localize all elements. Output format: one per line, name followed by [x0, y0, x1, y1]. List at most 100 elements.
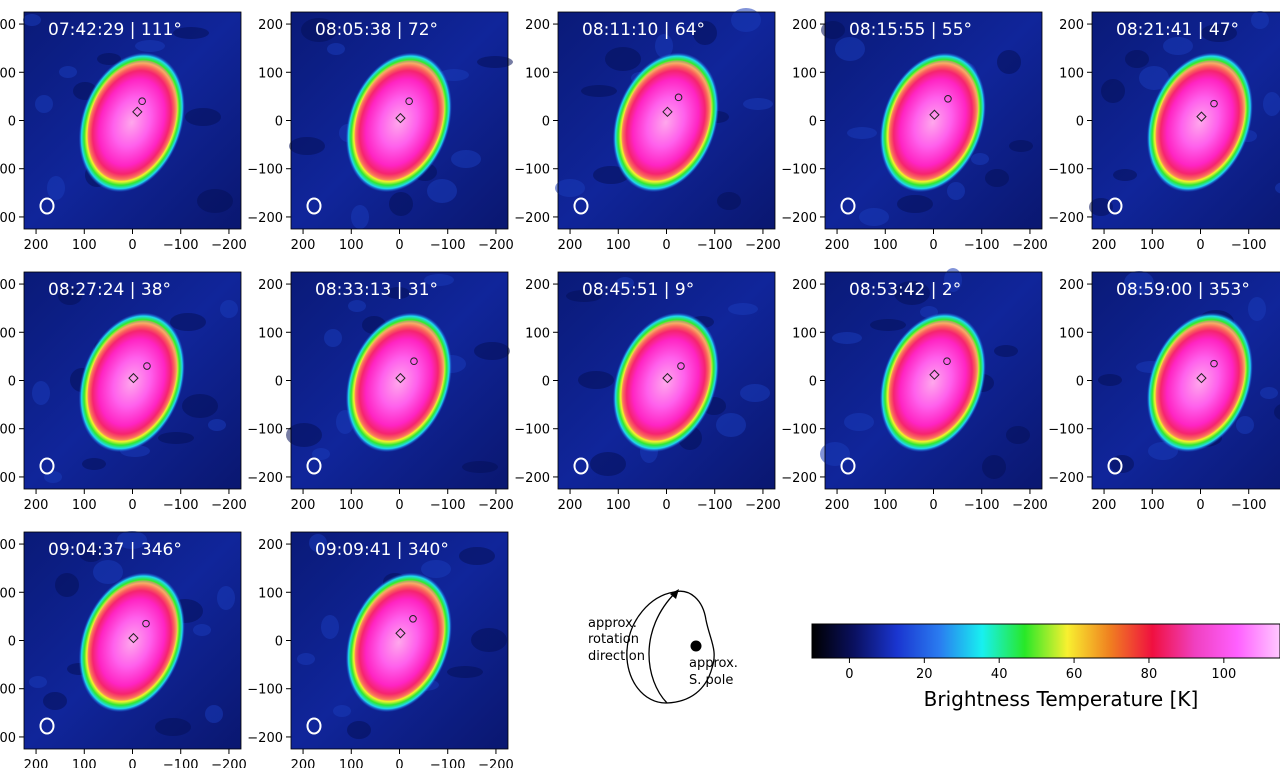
colorbar-tick-label: 100 [1211, 667, 1236, 682]
emission-core [354, 320, 445, 441]
y-tick-label: −200 [247, 731, 283, 746]
rotation-label-1: approx. [588, 616, 637, 631]
noise-patch [832, 332, 862, 344]
noise-patch [427, 179, 457, 203]
beam-ellipse [39, 197, 55, 215]
y-tick-label: −200 [514, 471, 550, 486]
x-tick-label: 200 [24, 498, 49, 513]
noise-patch [217, 586, 235, 610]
noise-patch [23, 14, 41, 26]
noise-patch [170, 313, 206, 331]
x-tick-label: 0 [395, 238, 403, 253]
y-tick-label: 200 [258, 18, 283, 33]
colorbar-gradient [811, 623, 1280, 659]
emission-core [87, 580, 178, 701]
diamond-marker [132, 106, 143, 118]
y-tick-label: 200 [1059, 278, 1084, 293]
y-tick-label: −200 [514, 211, 550, 226]
noise-patch [655, 34, 673, 58]
noise-patch [312, 448, 330, 460]
y-tick-label: −200 [247, 471, 283, 486]
x-tick-label: 100 [873, 498, 898, 513]
y-tick-label: −100 [514, 163, 550, 178]
noise-patch [693, 21, 717, 45]
noise-patch [93, 560, 123, 584]
emission-halo [345, 52, 452, 193]
emission-core [888, 320, 979, 441]
beam-ellipse [306, 197, 322, 215]
circle-marker [1210, 359, 1218, 368]
y-tick-label: −200 [1048, 211, 1084, 226]
y-tick-label: 100 [258, 66, 283, 81]
noise-patch [1201, 24, 1237, 42]
y-tick-label: 200 [258, 538, 283, 553]
noise-patch [82, 458, 106, 470]
noise-patch [590, 452, 626, 476]
y-tick-label: −100 [0, 683, 16, 698]
noise-patch [1113, 169, 1137, 181]
noise-patch [348, 300, 366, 312]
panel: 08:45:51 | 9°200 100 0 −100 −2002001000−100−… [514, 271, 781, 513]
noise-patch [1275, 182, 1280, 194]
pole-label-1: approx. [689, 656, 738, 671]
noise-patch [297, 653, 315, 665]
y-tick-label: 200 [525, 18, 550, 33]
circle-marker [944, 95, 952, 103]
emission-halo [612, 52, 719, 193]
noise-patch [1125, 50, 1149, 68]
colorbar-tick-label: 20 [916, 667, 933, 682]
emission-core [354, 580, 445, 701]
noise-patch [205, 705, 223, 723]
noise-patch [1251, 11, 1269, 29]
colorbar: 0 20 40 60 80 100 Brightness Temperature [K] [811, 623, 1280, 711]
noise-patch [982, 455, 1006, 479]
rotation-inset: approx. rotation direction approx. S. po… [588, 589, 738, 704]
panel-label: 09:09:41 | 340° [315, 540, 449, 560]
x-tick-label: −200 [211, 498, 247, 513]
y-tick-label: 200 [1059, 18, 1084, 33]
panel-label: 08:21:41 | 47° [1116, 20, 1239, 40]
noise-patch [844, 413, 874, 431]
panel-grid: 07:42:29 | 111°2001000−100−2002001000−10… [0, 8, 1280, 772]
noise-patch [424, 274, 454, 286]
panel-label: 08:59:00 | 353° [1116, 280, 1250, 300]
noise-patch [870, 319, 906, 331]
circle-marker [142, 619, 150, 628]
x-tick-label: 0 [662, 498, 670, 513]
emission-core [87, 320, 178, 441]
noise-patch [1236, 416, 1254, 434]
noise-patch [1139, 66, 1169, 90]
rotation-arc [648, 591, 677, 704]
noise-patch [185, 108, 221, 126]
noise-patch [301, 18, 337, 42]
diamond-marker [1196, 372, 1207, 384]
panel-label: 08:05:38 | 72° [315, 20, 438, 40]
noise-patch [173, 27, 209, 39]
y-tick-label: −200 [0, 471, 16, 486]
noise-patch [286, 423, 322, 447]
emission-core [1155, 320, 1246, 441]
emission-blob [345, 312, 452, 453]
y-tick-label: 100 [258, 326, 283, 341]
panel: 09:09:41 | 340° 200 100 0 −100 −200 200 100 0 −10… [247, 531, 514, 772]
circle-marker [405, 97, 413, 106]
noise-patch [439, 69, 469, 81]
colorbar-tick-label: 0 [845, 667, 853, 682]
y-tick-label: 0 [8, 375, 16, 390]
diamond-marker [929, 109, 940, 120]
noise-patch [462, 461, 498, 473]
noise-patch [1101, 79, 1125, 103]
x-tick-label: 0 [929, 498, 937, 513]
emission-blob [78, 572, 185, 713]
diamond-marker [395, 628, 406, 639]
y-tick-label: 100 [258, 586, 283, 601]
emission-blob [78, 52, 185, 193]
emission-halo [345, 572, 452, 713]
circle-marker [1210, 99, 1218, 108]
x-tick-label: −200 [745, 498, 781, 513]
y-tick-label: 200 [792, 278, 817, 293]
diamond-marker [929, 369, 940, 380]
beam-ellipse [306, 717, 322, 735]
noise-patch [717, 192, 741, 210]
